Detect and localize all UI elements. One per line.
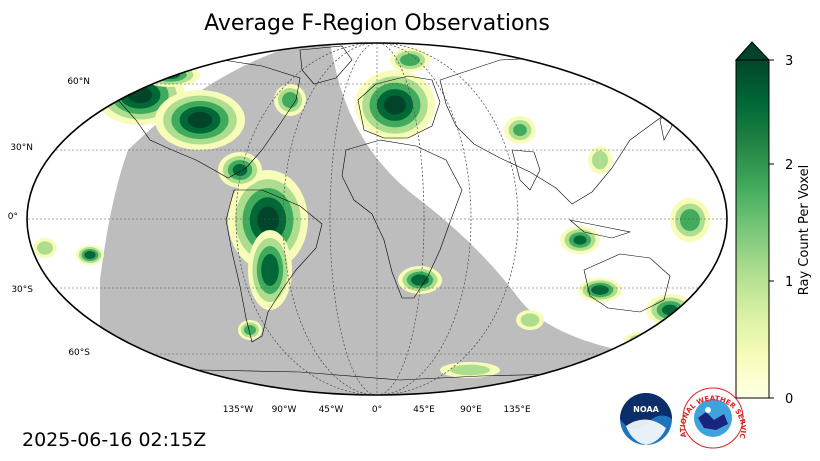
lon-label-135w: 135°W [223,405,254,415]
noaa-logo: NOAA [620,393,672,445]
coverage-cell [450,364,490,376]
lon-label-45e: 45°E [413,405,435,415]
coverage-cell [680,209,700,231]
coverage-cell [520,313,540,327]
coverage-cell [84,251,96,259]
greenland-outline [299,45,353,85]
coverage-cell [257,206,279,234]
lat-label-30n: 30°N [10,143,33,153]
coverage-cell [261,254,279,286]
lon-label-90w: 90°W [272,405,297,415]
india-outline [511,149,541,191]
lon-label-45w: 45°W [319,405,344,415]
colorbar-label: Ray Count Per Voxel [797,165,812,295]
coverage-cell [37,241,53,255]
coverage-cell [187,111,213,129]
north-america-outline [109,57,301,179]
africa-outline [341,139,463,299]
colorbar: 0 1 2 3 Ray Count Per Voxel [734,41,812,407]
coverage-cell [232,164,248,176]
australia-outline [583,253,671,313]
night-shade [100,44,700,395]
noaa-logo-text: NOAA [633,405,659,414]
lon-gridline [235,43,519,395]
colorbar-extend-arrow [734,41,771,61]
coverage-cell [153,68,187,82]
coverage-cell [400,54,420,66]
map-border [26,42,728,396]
lon-label-0: 0° [372,405,382,415]
south-america-outline [225,189,323,343]
lon-gridline [329,43,425,395]
map: 60°N 30°N 0° 30°S 60°S 135°W 90°W 45°W 0… [8,42,728,415]
coverage-cell [591,285,609,295]
cb-tick-1: 1 [785,275,793,290]
timestamp: 2025-06-16 02:15Z [22,429,206,451]
chart-title: Average F-Region Observations [204,11,550,36]
cb-tick-3: 3 [785,54,793,69]
coverage-cell [592,150,608,170]
indonesia-outline [568,219,632,239]
coverage-cell [384,95,406,115]
cb-tick-0: 0 [785,392,793,407]
lat-label-60n: 60°N [67,77,90,87]
europe-outline [357,75,441,139]
lat-label-60s: 60°S [68,348,90,358]
coverage-cell [550,374,590,386]
lon-gridline [282,43,472,395]
coverage-cell [558,376,582,384]
lon-label-90e: 90°E [460,405,482,415]
colorbar-frame [735,60,770,399]
coverage-cell [282,92,298,108]
coverage-cell [244,325,256,335]
coverage-cell [411,274,429,286]
map-content [27,43,727,395]
cb-tick-2: 2 [785,158,793,173]
colorbar-gradient [736,60,769,398]
lat-label-30s: 30°S [11,285,33,295]
lon-label-135e: 135°E [503,405,531,415]
lat-label-0: 0° [8,212,18,222]
coverage-cell [513,124,527,136]
coverage-cell [573,235,587,245]
